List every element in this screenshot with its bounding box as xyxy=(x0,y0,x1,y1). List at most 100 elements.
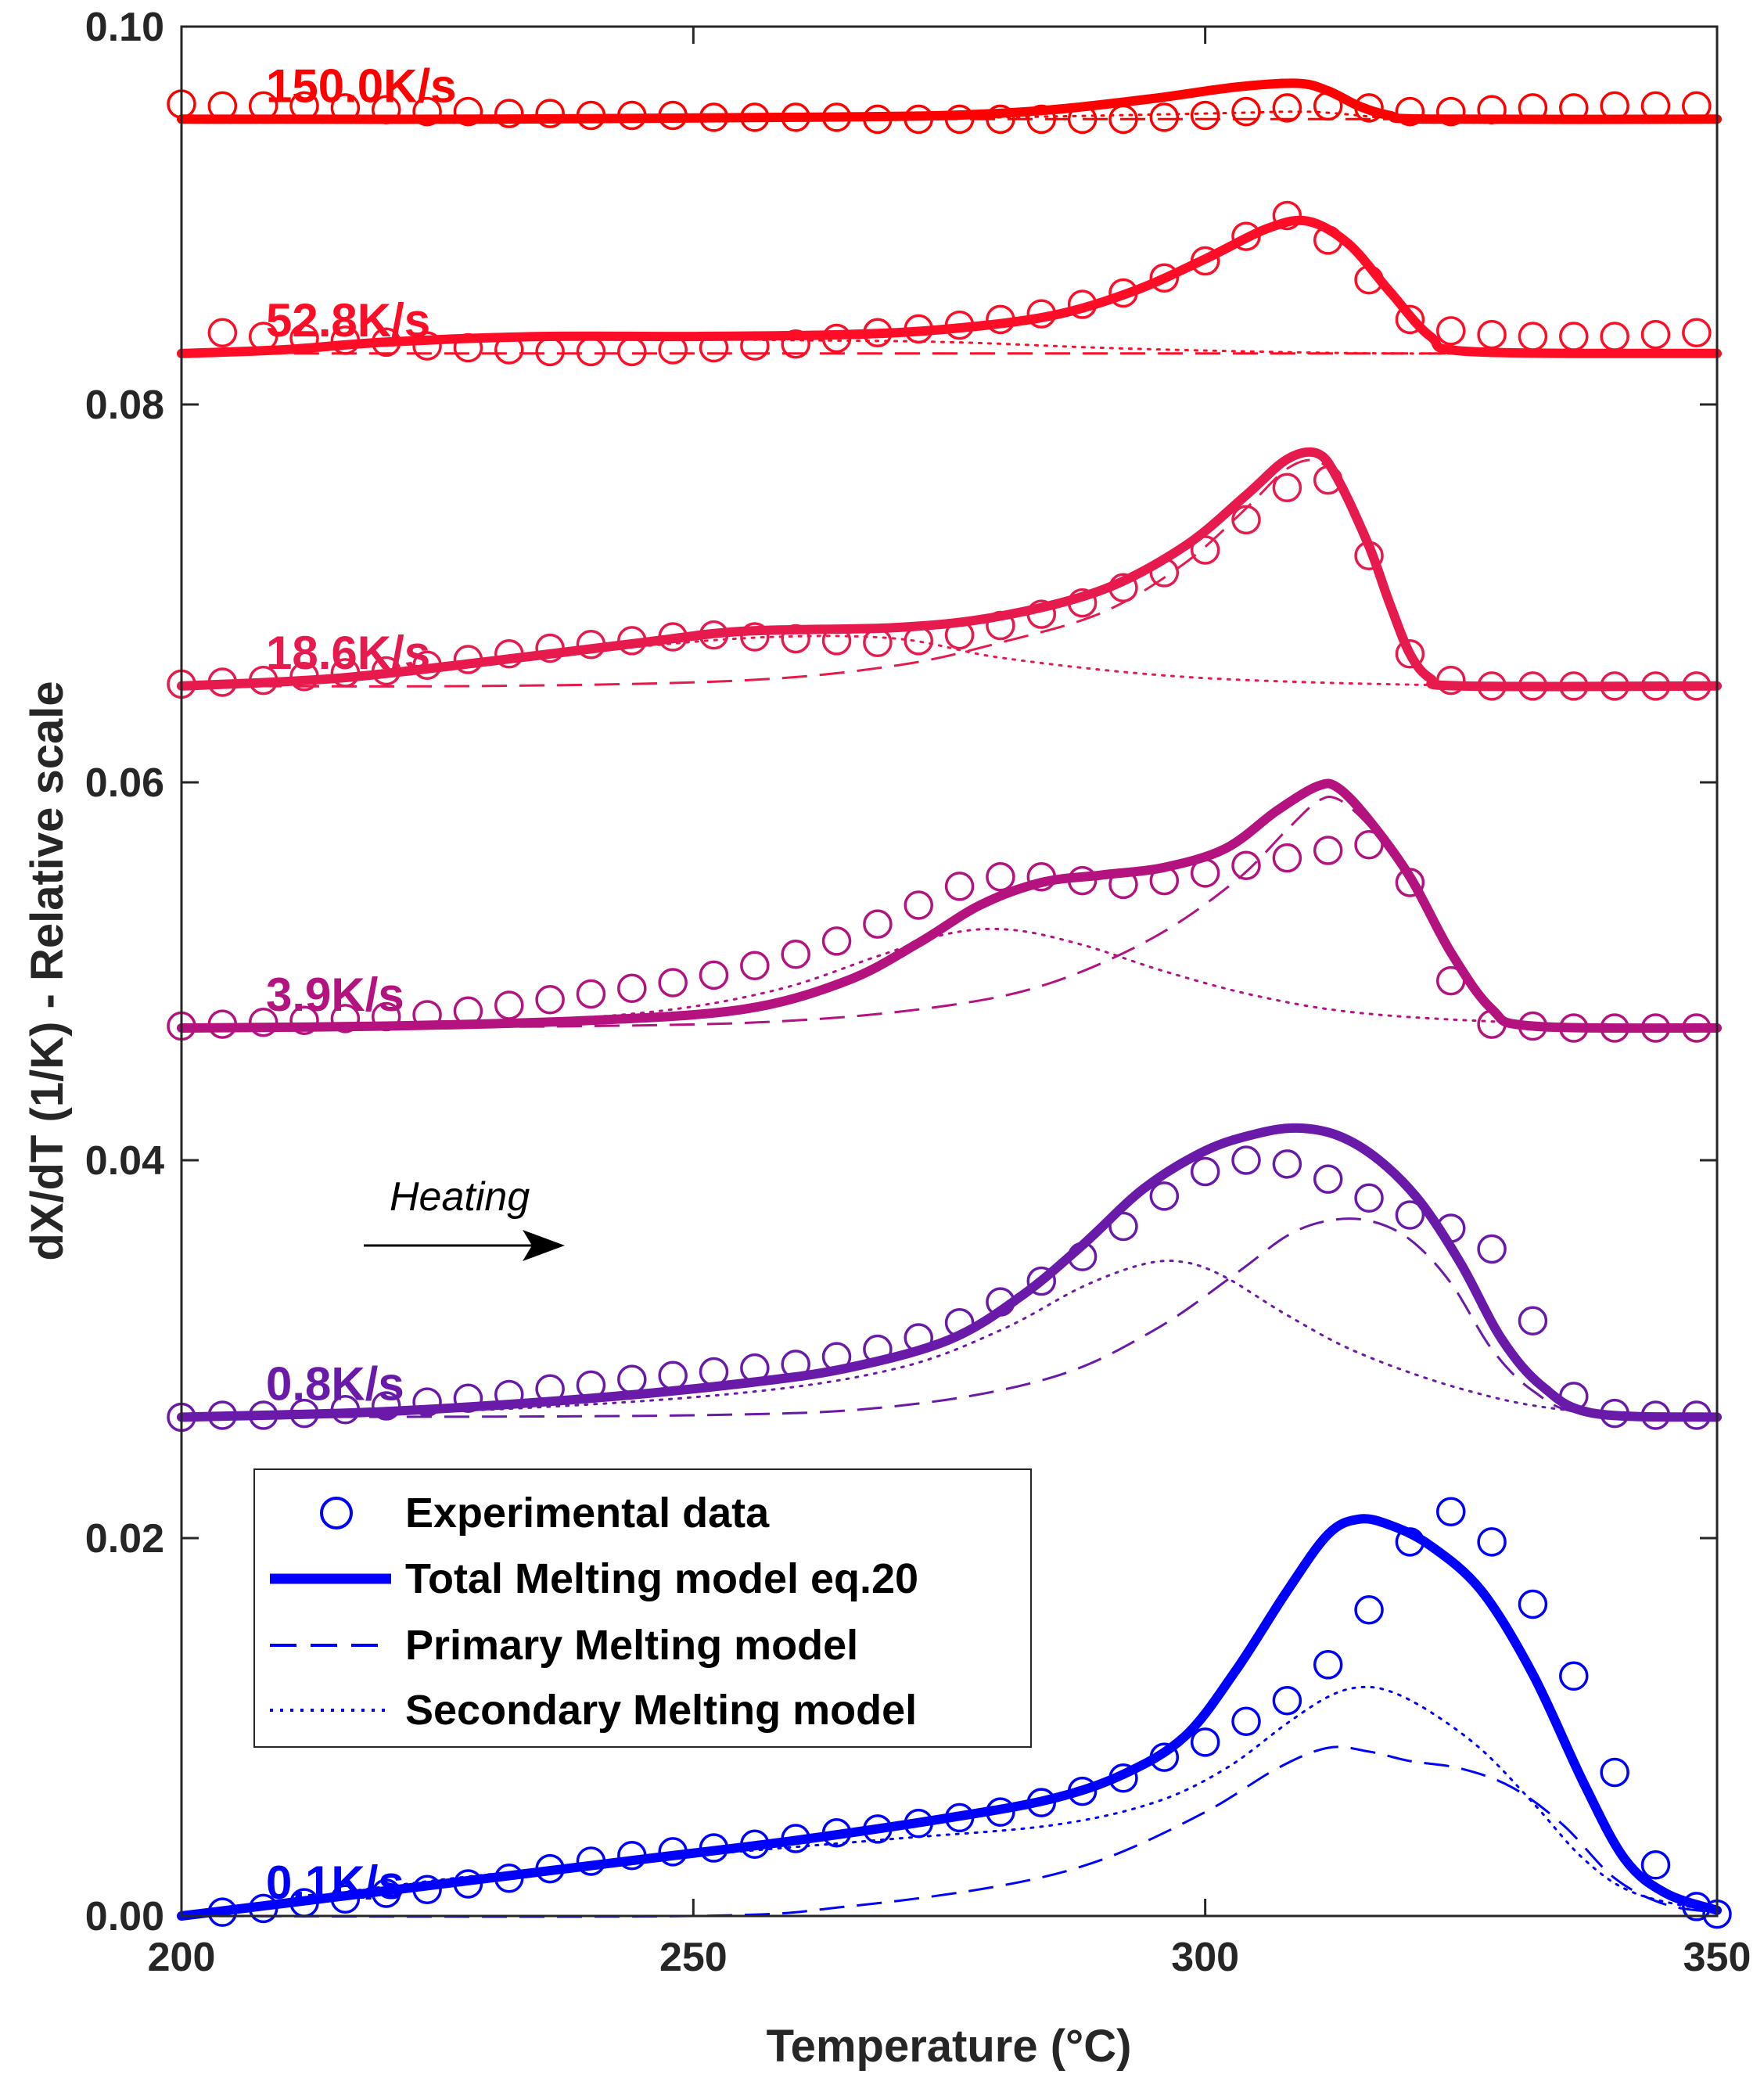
experimental-point xyxy=(576,979,606,1009)
series-group xyxy=(167,78,1722,135)
legend-box xyxy=(253,1468,1032,1748)
legend-item-total: Total Melting model eq.20 xyxy=(270,1555,918,1602)
total-model-line xyxy=(177,1123,1722,1422)
legend: Experimental data Total Melting model eq… xyxy=(253,1468,1032,1748)
experimental-point xyxy=(1395,304,1425,335)
y-tick-label: 0.10 xyxy=(85,5,164,50)
experimental-point xyxy=(1272,1685,1302,1716)
curves-layer xyxy=(167,78,1732,1929)
experimental-point xyxy=(330,1004,361,1033)
experimental-point xyxy=(207,318,238,347)
secondary-model-line xyxy=(180,1260,1719,1418)
series-group xyxy=(167,778,1722,1043)
total-model-line xyxy=(177,78,1722,124)
experimental-point xyxy=(740,951,770,981)
experimental-point xyxy=(1149,102,1180,132)
series-group xyxy=(167,447,1722,701)
legend-label-secondary: Secondary Melting model xyxy=(405,1687,917,1734)
x-tick-label: 350 xyxy=(1683,1935,1751,1980)
y-tick-label: 0.02 xyxy=(85,1516,164,1562)
x-tick-label: 200 xyxy=(148,1935,216,1980)
experimental-point xyxy=(1477,1527,1507,1557)
experimental-point xyxy=(289,1005,319,1036)
experimental-point xyxy=(781,329,810,359)
experimental-point xyxy=(1435,96,1466,127)
secondary-model-line xyxy=(180,1685,1719,1918)
experimental-point xyxy=(1272,93,1302,123)
experimental-point xyxy=(494,99,524,128)
experimental-point xyxy=(1435,316,1466,346)
experimental-point xyxy=(617,973,647,1003)
experimental-point xyxy=(1190,1156,1220,1187)
rate-label: 0.1K/s xyxy=(266,1857,404,1909)
rate-labels-layer: 150.0K/s 52.8K/s 18.6K/s 3.9K/s 0.8K/s 0.1K/s xyxy=(266,59,457,1909)
rate-label: 52.8K/s xyxy=(266,294,430,347)
experimental-point xyxy=(494,990,524,1020)
experimental-point xyxy=(699,960,729,990)
experimental-point xyxy=(1108,1211,1138,1242)
secondary-model-line xyxy=(180,927,1719,1030)
experimental-point xyxy=(412,96,442,127)
experimental-point xyxy=(1231,1706,1261,1737)
series-group xyxy=(167,1123,1722,1432)
x-tick-label: 300 xyxy=(1171,1935,1239,1980)
experimental-point xyxy=(1354,1595,1384,1625)
experimental-point xyxy=(1600,1757,1629,1788)
heating-annotation: Heating xyxy=(390,1174,530,1220)
experimental-point xyxy=(1272,200,1302,231)
experimental-point xyxy=(1231,850,1261,881)
experimental-point xyxy=(904,890,933,920)
experimental-point xyxy=(944,872,975,901)
experimental-point xyxy=(1477,1234,1507,1264)
primary-model-line xyxy=(181,1217,1718,1418)
ticks-layer: 200 250 300 350 0.00 0.02 0.04 0.06 0.08 0.10 xyxy=(85,5,1751,1980)
y-tick-label: 0.00 xyxy=(85,1894,164,1939)
total-model-line xyxy=(177,215,1722,358)
rate-label: 18.6K/s xyxy=(266,627,430,679)
experimental-point xyxy=(1272,473,1302,503)
legend-item-secondary: Secondary Melting model xyxy=(270,1687,917,1734)
legend-label-experimental: Experimental data xyxy=(405,1490,770,1537)
y-tick-label: 0.04 xyxy=(85,1138,164,1184)
experimental-point xyxy=(1313,1650,1343,1680)
rate-label: 150.0K/s xyxy=(266,59,457,112)
experimental-point xyxy=(1149,263,1180,293)
experimental-point xyxy=(535,99,565,128)
legend-item-experimental: Experimental data xyxy=(320,1490,770,1537)
experimental-point xyxy=(1272,843,1302,873)
plot-frame xyxy=(180,25,1719,1918)
total-model-line xyxy=(177,778,1722,1033)
x-tick-label: 250 xyxy=(659,1935,728,1980)
experimental-point xyxy=(1518,1306,1548,1336)
experimental-point xyxy=(1559,1661,1589,1691)
x-axis-title: Temperature (°C) xyxy=(767,2021,1132,2072)
experimental-point xyxy=(1435,1497,1466,1526)
experimental-point xyxy=(1518,1589,1548,1619)
y-axis-title: dX/dT (1/K) - Relative scale xyxy=(22,681,73,1260)
y-tick-label: 0.08 xyxy=(85,383,164,428)
experimental-point xyxy=(1231,1145,1261,1175)
experimental-point xyxy=(1231,96,1261,127)
legend-label-total: Total Melting model eq.20 xyxy=(405,1555,918,1602)
experimental-point xyxy=(1682,318,1712,347)
experimental-point xyxy=(248,1007,278,1037)
experimental-point xyxy=(1395,639,1425,669)
experimental-point xyxy=(740,622,770,652)
experimental-point xyxy=(1149,1181,1180,1211)
series-group xyxy=(177,1497,1732,1929)
experimental-point xyxy=(1313,1164,1343,1194)
experimental-point xyxy=(453,96,483,127)
experimental-point xyxy=(863,909,893,939)
experimental-point xyxy=(1395,1200,1425,1230)
heating-arrow-icon xyxy=(364,1230,565,1261)
experimental-point xyxy=(1640,1850,1671,1880)
rate-label: 0.8K/s xyxy=(266,1357,404,1410)
series-group xyxy=(177,200,1722,367)
primary-model-line xyxy=(181,795,1718,1030)
experimental-point xyxy=(821,926,852,956)
experimental-point xyxy=(1640,319,1671,350)
experimental-point xyxy=(1190,100,1220,131)
experimental-point xyxy=(781,940,810,969)
